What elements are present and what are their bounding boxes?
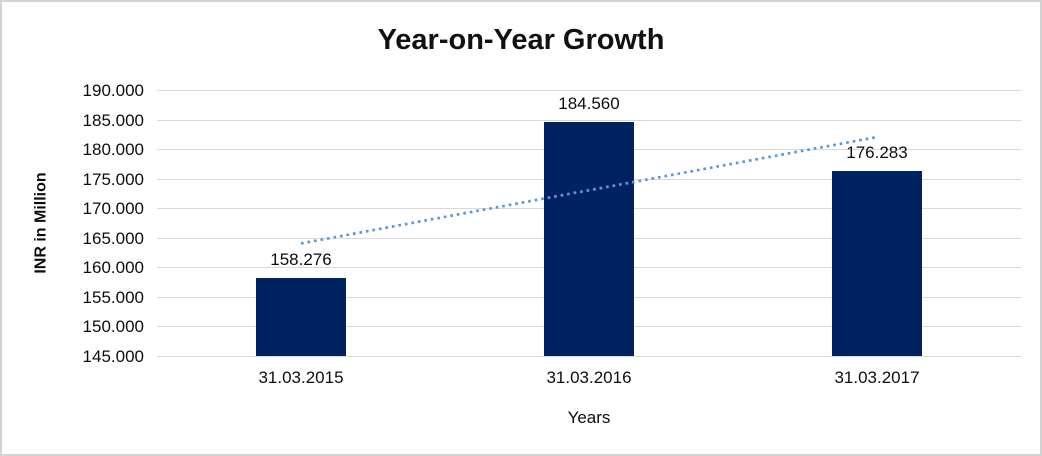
y-axis-ticks: 190.000 185.000 180.000 175.000 170.000 165.0…	[30, 81, 144, 366]
bar-value-label: 158.276	[270, 249, 332, 269]
y-tick-label: 155.000	[82, 287, 144, 307]
y-tick-label: 165.000	[82, 228, 144, 248]
y-tick-label: 190.000	[82, 81, 144, 100]
bar-value-label: 176.283	[846, 143, 908, 163]
bar-value-label: 184.560	[558, 94, 620, 114]
plot-area: 158.276 184.560 176.283	[157, 90, 1021, 357]
gridline	[157, 356, 1021, 357]
x-tick-label: 31.03.2015	[258, 368, 344, 387]
y-tick-label: 170.000	[82, 199, 144, 219]
y-tick-label: 185.000	[82, 110, 144, 130]
bar	[832, 171, 922, 356]
x-axis-title: Years	[567, 408, 611, 427]
chart-title: Year-on-Year Growth	[377, 24, 665, 56]
y-tick-label: 150.000	[82, 317, 144, 337]
y-tick-label: 145.000	[82, 347, 144, 366]
bar	[544, 122, 634, 356]
x-tick-label: 31.03.2017	[834, 368, 920, 387]
gridline	[157, 119, 1021, 121]
y-tick-label: 160.000	[82, 258, 144, 278]
y-tick-label: 175.000	[82, 169, 144, 189]
x-axis-labels: 31.03.2015 31.03.2016 31.03.2017	[157, 368, 1021, 390]
gridline	[157, 90, 1021, 91]
bar	[256, 277, 346, 356]
y-tick-label: 180.000	[82, 140, 144, 160]
x-tick-label: 31.03.2016	[546, 368, 632, 387]
